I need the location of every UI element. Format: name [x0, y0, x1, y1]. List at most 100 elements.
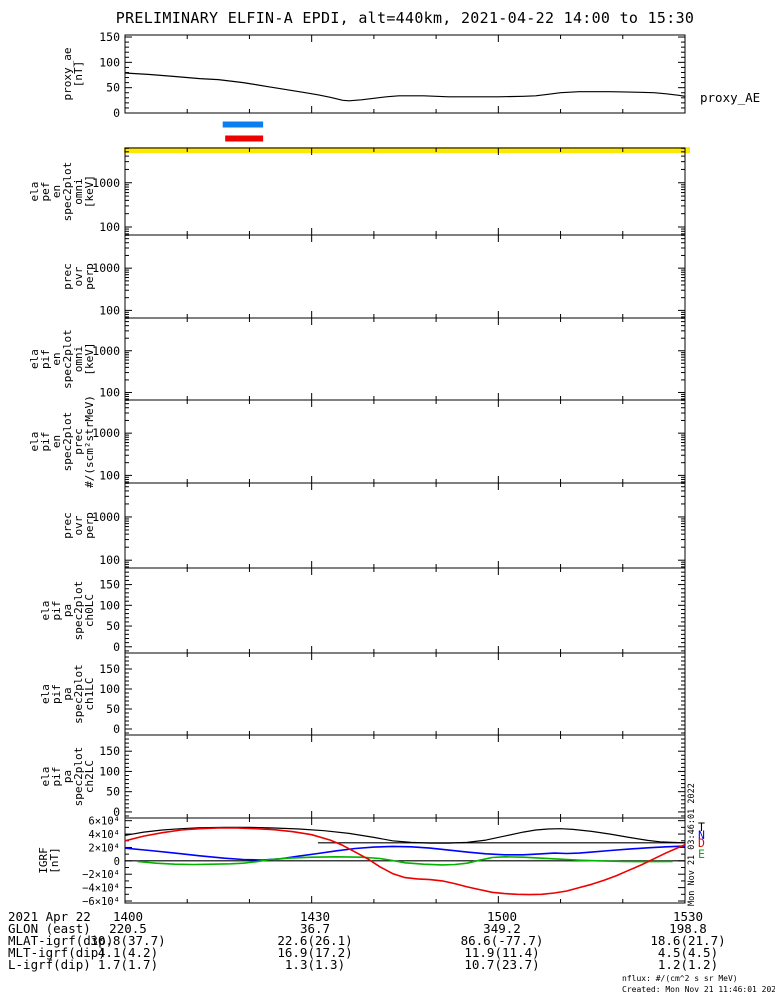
- footer-row-label: 2021 Apr 22: [8, 909, 91, 924]
- series-T: [124, 826, 686, 844]
- footer-row-label: GLON (east): [8, 921, 91, 936]
- proxy-ae-right-label: proxy_AE: [700, 90, 761, 105]
- panel-ylabel-line: en: [50, 435, 63, 448]
- panel-ylabel-line: omni: [72, 346, 85, 373]
- panel-ylabel-line: perp: [83, 263, 96, 290]
- series-E: [137, 855, 673, 866]
- panel-ylabel-line: en: [50, 352, 63, 365]
- blue-interval-bar: [222, 121, 264, 128]
- panel-ylabel-line: ela: [39, 767, 52, 787]
- footer-value: 1430: [299, 909, 331, 924]
- ytick-label: 100: [99, 598, 120, 612]
- panel-ylabel-line: proxy_ae: [61, 48, 74, 101]
- panel-ylabel-line: prec: [61, 512, 74, 539]
- footer-row-label: MLT-igrf(dip): [8, 945, 106, 960]
- footer-value: 22.6(26.1): [277, 933, 353, 948]
- footer-value: 4.1(4.2): [97, 945, 159, 960]
- footer-value: 16.9(17.2): [277, 945, 353, 960]
- panel-frame: [124, 234, 686, 319]
- panel-ylabel-line: ela: [39, 684, 52, 704]
- panel-ylabel-line: spec2plot: [72, 747, 85, 807]
- footer-value: 30.8(37.7): [90, 933, 166, 948]
- red-interval-bar: [225, 135, 264, 142]
- ytick-label: 100: [99, 682, 120, 696]
- ytick-label: −6×10⁴: [82, 896, 120, 908]
- footer-value: 11.9(11.4): [464, 945, 540, 960]
- footer-row-label: L-igrf(dip): [8, 957, 91, 972]
- panel-ylabel-line: ela: [28, 349, 41, 369]
- footer-value: 220.5: [109, 921, 147, 936]
- panel-ylabel-line: spec2plot: [61, 162, 74, 222]
- panel-ylabel-line: [keV]: [83, 175, 96, 208]
- footer-value: 1500: [486, 909, 518, 924]
- igrf-legend-E: E: [698, 847, 705, 861]
- ytick-label: −4×10⁴: [82, 883, 120, 895]
- ytick-label: 100: [99, 468, 120, 482]
- ytick-label: 0: [113, 106, 120, 120]
- panel-frame: [124, 482, 686, 569]
- created-note: Created: Mon Nov 21 11:46:01 2022: [622, 985, 775, 994]
- series-proxy_AE: [124, 72, 686, 102]
- ytick-label: 100: [99, 220, 120, 234]
- igrf-legend-D: D: [698, 836, 705, 850]
- ytick-label: 1000: [92, 510, 120, 524]
- panel-ylabel-line: spec2plot: [72, 664, 85, 724]
- footer-value: 10.7(23.7): [464, 957, 540, 972]
- ytick-label: 0: [114, 856, 120, 868]
- panel-ylabel-line: spec2plot: [61, 412, 74, 472]
- ytick-label: 50: [106, 619, 120, 633]
- ytick-label: 4×10⁴: [88, 829, 120, 841]
- ytick-label: 100: [99, 553, 120, 567]
- ytick-label: 50: [106, 81, 120, 95]
- footer-value: 4.5(4.5): [657, 945, 719, 960]
- igrf-legend-N: N: [698, 828, 705, 842]
- panel-frame: [124, 147, 686, 236]
- page-title: PRELIMINARY ELFIN-A EPDI, alt=440km, 202…: [115, 9, 695, 27]
- footer-value: 1530: [672, 909, 704, 924]
- footer-value: 86.6(-77.7): [460, 933, 544, 948]
- ytick-label: 100: [99, 385, 120, 399]
- footer-value: 1.7(1.7): [97, 957, 159, 972]
- panel-ylabel-line: pa: [61, 687, 74, 700]
- panel-ylabel-line: [nT]: [48, 847, 61, 874]
- panel-frame: [124, 652, 686, 736]
- panel-frame: [124, 34, 686, 114]
- panel-ylabel-line: prec: [61, 263, 74, 290]
- ytick-label: 150: [99, 744, 120, 758]
- panel-ylabel-line: pef: [39, 182, 52, 202]
- panel-ylabel-line: ovr: [72, 515, 85, 535]
- panel-ylabel-line: pif: [39, 432, 52, 452]
- ytick-label: 50: [106, 702, 120, 716]
- ytick-label: 150: [99, 30, 120, 44]
- footer-row-label: MLAT-igrf(dip): [8, 933, 114, 948]
- panel-ylabel-line: pa: [61, 770, 74, 783]
- ytick-label: 1000: [92, 426, 120, 440]
- panel-ylabel-line: omni: [72, 178, 85, 205]
- panel-ylabel-line: IGRF: [37, 847, 50, 874]
- panel-ylabel-line: pif: [50, 684, 63, 704]
- footer-value: 1.3(1.3): [284, 957, 346, 972]
- panel-frame: [124, 399, 686, 484]
- panel-ylabel-line: ela: [39, 601, 52, 621]
- ytick-label: 0: [113, 805, 120, 819]
- panel-ylabel-line: prec: [72, 428, 85, 455]
- panel-ylabel-line: #/(scm²strMeV): [83, 395, 96, 488]
- panel-frame: [124, 317, 686, 401]
- panel-ylabel-line: en: [50, 185, 63, 198]
- ytick-label: 1000: [92, 261, 120, 275]
- panel-ylabel-line: spec2plot: [61, 329, 74, 389]
- panel-ylabel-line: ch2LC: [83, 760, 96, 793]
- ytick-label: 50: [106, 785, 120, 799]
- footer-value: 349.2: [483, 921, 521, 936]
- ytick-label: 100: [99, 303, 120, 317]
- footer-value: 18.6(21.7): [650, 933, 726, 948]
- ytick-label: 150: [99, 578, 120, 592]
- ytick-label: 1000: [92, 176, 120, 190]
